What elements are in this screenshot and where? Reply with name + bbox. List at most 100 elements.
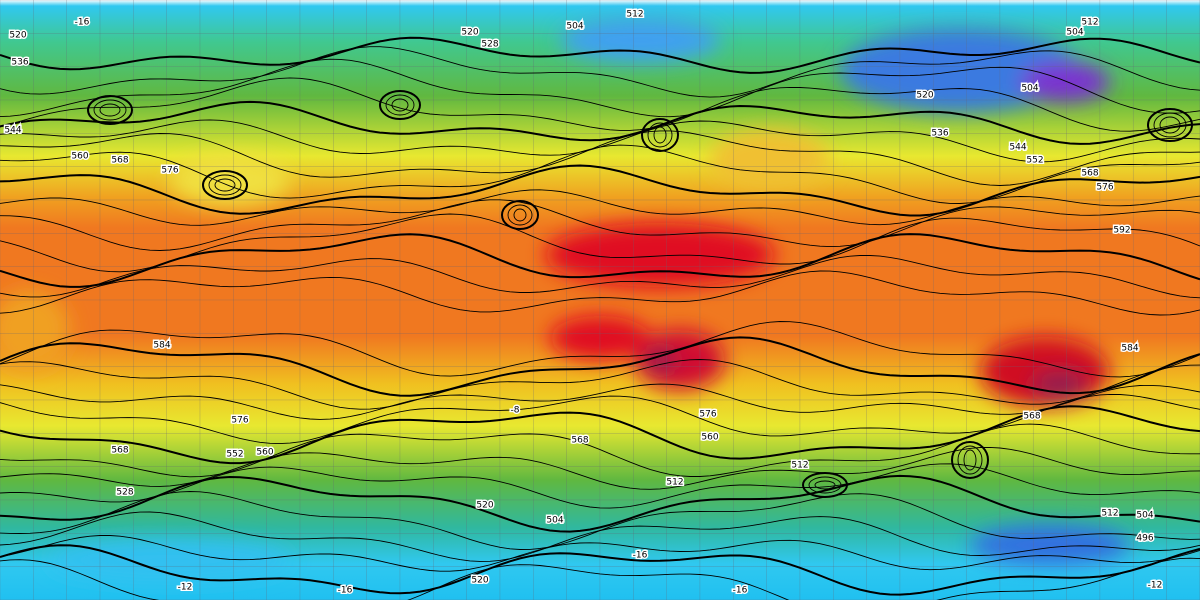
closed-contour (202, 170, 248, 200)
closed-contour (957, 445, 983, 475)
contour-line (0, 383, 1200, 420)
contour-label: 496 (1136, 534, 1153, 544)
contour-label: 576 (1096, 183, 1113, 193)
contour-line (0, 189, 1200, 226)
contour-label: 544 (1009, 143, 1026, 153)
contour-line (0, 511, 1200, 562)
height-contours (0, 36, 1200, 600)
contour-label: 528 (116, 488, 133, 498)
closed-contour (1153, 112, 1187, 138)
contour-line (0, 144, 1200, 204)
contour-label: 504 (546, 516, 563, 526)
contour-line (0, 270, 1200, 316)
contour-label: 504 (1066, 28, 1083, 38)
contour-label: -16 (633, 551, 648, 561)
contour-label: 552 (226, 450, 243, 460)
contour-line (0, 130, 1200, 186)
contour-label: 520 (476, 501, 493, 511)
contour-label: 560 (256, 448, 273, 458)
contour-label: 520 (461, 28, 478, 38)
contour-label: 512 (1081, 18, 1098, 28)
temperature-anomalies (0, 18, 1130, 580)
contour-label: 520 (9, 31, 26, 41)
contour-line (0, 321, 1200, 378)
closed-contour (963, 449, 977, 471)
closed-contour (379, 90, 421, 120)
contour-label: 520 (471, 576, 488, 586)
contour-line (0, 544, 1200, 596)
contour-label: 536 (931, 129, 948, 139)
contour-label: 576 (231, 416, 248, 426)
closed-contour (647, 122, 673, 148)
contour-label: 512 (791, 461, 808, 471)
closed-contour (214, 178, 236, 192)
contour-label: 528 (481, 40, 498, 50)
closed-contour (501, 200, 539, 230)
contour-label: 568 (1023, 412, 1040, 422)
closed-contour (87, 95, 133, 125)
contour-line (0, 213, 1200, 273)
contour-line (0, 535, 1200, 572)
closed-contour (802, 472, 848, 498)
contour-label: 504 (1136, 511, 1153, 521)
contour-label: -16 (338, 586, 353, 596)
contour-line (0, 405, 1200, 465)
closed-contour (1159, 116, 1181, 134)
contour-line (0, 557, 1200, 600)
contour-line (0, 393, 1200, 445)
closed-contour (641, 118, 679, 152)
contour-line (0, 255, 1200, 299)
contour-label: 544 (4, 126, 21, 136)
contour-line (0, 474, 1200, 533)
contour-label: 512 (1101, 509, 1118, 519)
contour-line (0, 164, 1200, 217)
contour-line (0, 423, 1200, 478)
closed-contour (653, 126, 667, 144)
contour-line (0, 199, 1200, 251)
contour-line (0, 336, 1200, 397)
closed-contour (93, 99, 127, 121)
contour-line (0, 100, 1200, 145)
closed-contour (513, 208, 527, 222)
contour-label: -12 (1148, 581, 1163, 591)
contour-label: 512 (666, 478, 683, 488)
closed-contour (391, 98, 409, 112)
closed-contour (385, 94, 415, 116)
contour-line (0, 77, 1200, 132)
contour-label: 584 (153, 341, 170, 351)
contour-label: -12 (178, 583, 193, 593)
contour-label: 552 (1026, 156, 1043, 166)
contour-label: 536 (11, 58, 28, 68)
closed-contour (208, 174, 242, 196)
contour-label: 568 (111, 156, 128, 166)
contour-label: 576 (161, 166, 178, 176)
closed-contour (951, 441, 989, 479)
contour-label: 584 (1121, 344, 1138, 354)
contour-line (0, 46, 1200, 98)
contour-line (0, 359, 1200, 410)
closed-contour (1147, 108, 1193, 142)
closed-contour (507, 204, 533, 226)
contour-label: 592 (1113, 226, 1130, 236)
contour-label: 568 (571, 436, 588, 446)
closed-contour (99, 103, 121, 117)
contour-label: 560 (701, 433, 718, 443)
contour-label: -16 (75, 18, 90, 28)
contour-line (0, 58, 1200, 118)
contour-label: 560 (71, 152, 88, 162)
contour-label: 576 (699, 410, 716, 420)
contour-line (0, 36, 1200, 74)
contour-label: 504 (566, 22, 583, 32)
contour-line (0, 233, 1200, 288)
contour-label: 568 (111, 446, 128, 456)
closed-contour (808, 476, 842, 494)
contour-label: 504 (1021, 84, 1038, 94)
contour-label: 520 (916, 91, 933, 101)
contour-label: 512 (626, 10, 643, 20)
contour-label: 568 (1081, 169, 1098, 179)
closed-contour (814, 480, 836, 490)
contour-label: -8 (511, 406, 520, 416)
contour-label: -16 (733, 586, 748, 596)
